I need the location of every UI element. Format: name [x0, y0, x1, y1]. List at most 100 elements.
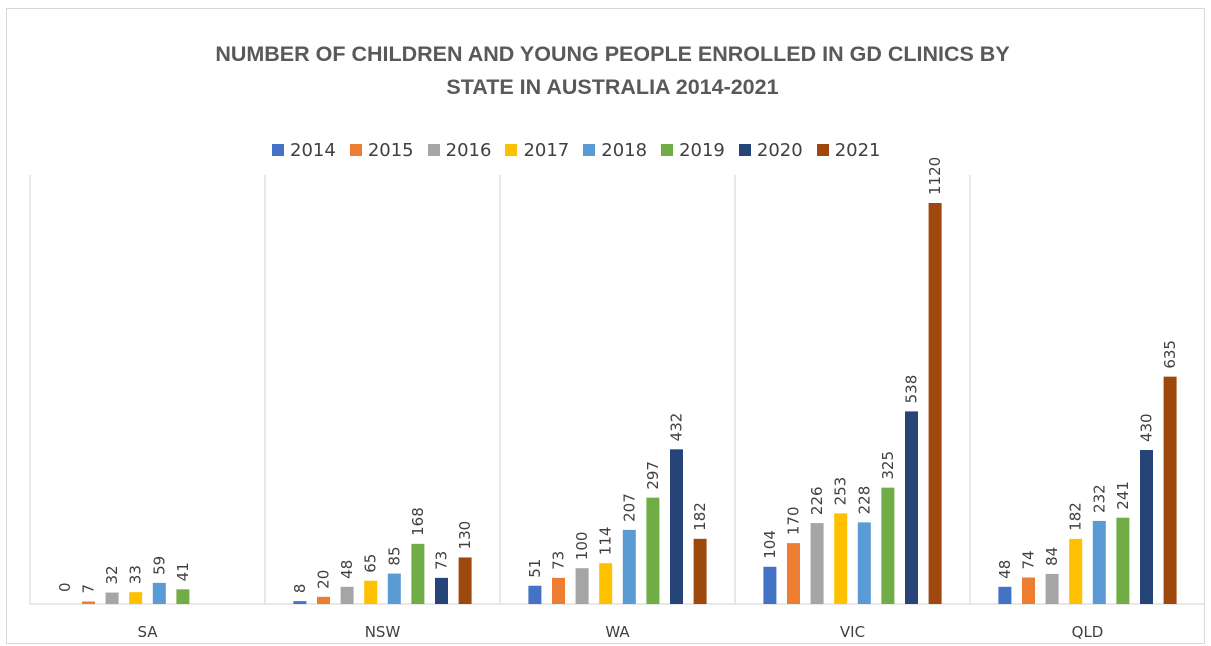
data-label-QLD-2021: 635: [1161, 340, 1179, 369]
legend-label-2017: 2017: [523, 139, 570, 161]
bar-QLD-2017: [1069, 538, 1083, 604]
chart-title: NUMBER OF CHILDREN AND YOUNG PEOPLE ENRO…: [0, 38, 1211, 104]
bar-VIC-2018: [857, 522, 871, 604]
category-label-NSW: NSW: [365, 623, 401, 641]
legend-item-2020: 2020: [738, 139, 803, 161]
data-label-WA-2017: 114: [597, 527, 615, 556]
legend-swatch-2020: [738, 144, 751, 156]
bar-VIC-2021: [928, 203, 942, 604]
bar-VIC-2020: [905, 411, 918, 604]
data-label-VIC-2016: 226: [808, 486, 826, 515]
bar-VIC-2014: [763, 566, 777, 604]
legend-label-2020: 2020: [756, 139, 803, 161]
category-label-SA: SA: [137, 623, 158, 641]
data-label-VIC-2015: 170: [785, 506, 803, 535]
data-label-SA-2015: 7: [80, 584, 98, 594]
data-label-WA-2020: 432: [668, 413, 686, 442]
data-label-QLD-2017: 182: [1067, 502, 1085, 531]
bar-VIC-2019: [881, 487, 895, 604]
legend-swatch-2018: [583, 144, 596, 156]
bar-WA-2021: [693, 538, 707, 604]
bar-QLD-2021: [1163, 376, 1177, 604]
bar-SA-2019: [176, 589, 190, 604]
legend-label-2018: 2018: [601, 139, 648, 161]
data-label-WA-2018: 207: [620, 493, 638, 522]
chart-title-line-1: NUMBER OF CHILDREN AND YOUNG PEOPLE ENRO…: [215, 42, 1010, 66]
chart-frame: [6, 8, 1205, 644]
data-label-VIC-2014: 104: [761, 530, 779, 559]
legend-label-2016: 2016: [445, 139, 492, 161]
data-label-QLD-2015: 74: [1020, 550, 1038, 569]
legend-item-2017: 2017: [505, 140, 569, 161]
data-label-QLD-2020: 430: [1138, 413, 1156, 442]
legend-item-2016: 2016: [427, 139, 492, 161]
data-label-QLD-2016: 84: [1043, 547, 1061, 566]
bar-NSW-2020: [435, 577, 448, 604]
bar-QLD-2015: [1022, 577, 1035, 604]
bar-QLD-2016: [1045, 573, 1059, 604]
data-label-SA-2019: 41: [174, 562, 192, 581]
bar-NSW-2019: [411, 543, 425, 604]
data-label-QLD-2014: 48: [996, 560, 1014, 579]
legend-label-2019: 2019: [679, 139, 725, 161]
data-label-VIC-2017: 253: [832, 477, 850, 506]
data-label-NSW-2020: 73: [433, 551, 451, 570]
data-label-SA-2016: 32: [103, 565, 121, 584]
data-label-SA-2014: 0: [56, 582, 74, 592]
legend-swatch-2014: [272, 144, 284, 156]
bar-WA-2020: [670, 449, 683, 604]
legend-item-2014: 2014: [272, 140, 336, 161]
legend-item-2021: 2021: [816, 139, 881, 161]
chart-title-line-2: STATE IN AUSTRALIA 2014-2021: [446, 75, 779, 99]
bar-WA-2015: [552, 577, 565, 604]
data-label-NSW-2021: 130: [456, 521, 474, 550]
data-label-VIC-2021: 1120: [926, 157, 944, 195]
bar-QLD-2018: [1092, 520, 1106, 604]
bar-VIC-2017: [834, 513, 848, 604]
data-label-WA-2021: 182: [691, 502, 709, 531]
bar-SA-2016: [105, 592, 119, 604]
bar-NSW-2015: [317, 596, 330, 604]
legend-swatch-2021: [816, 144, 829, 156]
category-label-VIC: VIC: [840, 623, 865, 641]
bar-SA-2018: [152, 582, 166, 604]
data-label-VIC-2019: 325: [879, 451, 897, 480]
data-label-WA-2014: 51: [526, 559, 544, 578]
bar-SA-2015: [82, 601, 95, 604]
bar-QLD-2019: [1116, 517, 1130, 604]
legend-swatch-2016: [427, 144, 440, 156]
data-label-NSW-2019: 168: [409, 507, 427, 536]
bar-VIC-2016: [810, 523, 824, 604]
bar-SA-2017: [129, 592, 143, 604]
data-label-NSW-2018: 85: [385, 546, 403, 565]
data-label-NSW-2017: 65: [362, 554, 380, 573]
bar-NSW-2021: [458, 557, 472, 604]
legend-item-2018: 2018: [583, 140, 647, 161]
legend-item-2019: 2019: [661, 140, 725, 161]
data-label-NSW-2016: 48: [338, 560, 356, 579]
category-label-WA: WA: [605, 623, 630, 641]
data-label-NSW-2015: 20: [315, 570, 333, 589]
bar-WA-2019: [646, 497, 660, 604]
category-label-QLD: QLD: [1072, 623, 1104, 641]
bar-WA-2017: [599, 563, 613, 604]
bar-WA-2016: [575, 568, 589, 604]
bar-NSW-2018: [387, 573, 401, 604]
legend-swatch-2017: [505, 144, 518, 156]
legend-swatch-2019: [661, 144, 674, 156]
legend-label-2015: 2015: [367, 139, 414, 161]
legend-label-2021: 2021: [834, 139, 881, 161]
data-label-QLD-2019: 241: [1114, 481, 1132, 510]
data-label-VIC-2018: 228: [855, 486, 873, 515]
data-label-WA-2016: 100: [573, 532, 591, 561]
data-label-NSW-2014: 8: [291, 584, 309, 594]
data-label-WA-2015: 73: [550, 551, 568, 570]
legend-label-2014: 2014: [290, 139, 336, 161]
legend-swatch-2015: [349, 144, 362, 156]
legend-item-2015: 2015: [349, 139, 414, 161]
bar-QLD-2020: [1140, 450, 1153, 604]
bar-VIC-2015: [787, 543, 800, 604]
data-label-QLD-2018: 232: [1090, 484, 1108, 513]
bar-WA-2018: [622, 529, 636, 604]
